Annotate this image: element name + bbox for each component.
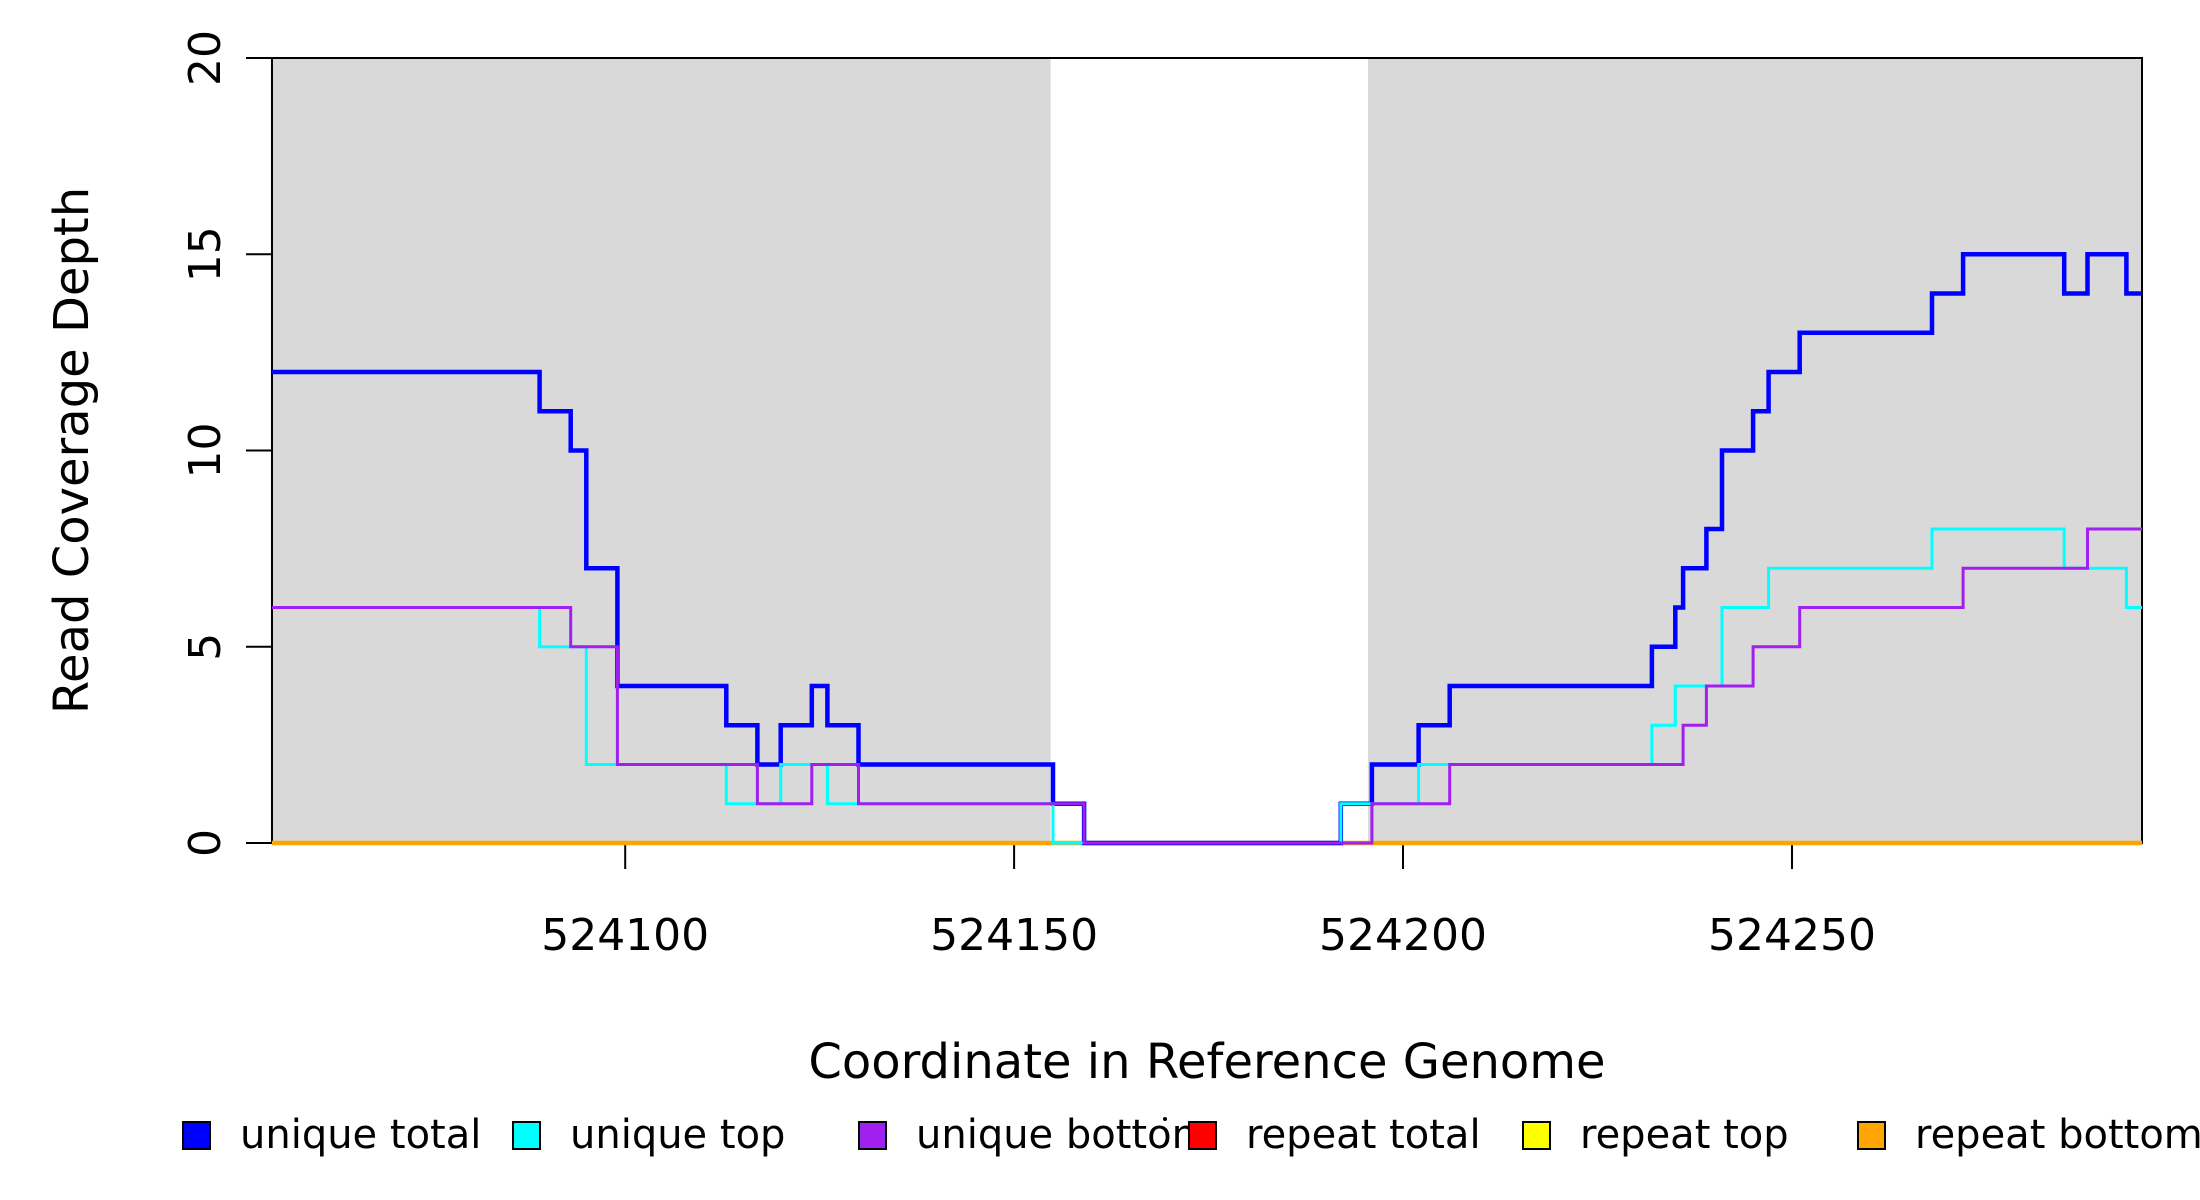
stray-dot-mark <box>1163 1117 1167 1121</box>
y-tick-label: 10 <box>180 423 231 479</box>
legend-item-repeat-total: repeat total <box>1188 1112 1481 1158</box>
legend-label: unique bottom <box>916 1112 1211 1158</box>
masked-region-shading <box>272 58 1051 843</box>
x-tick-label: 524100 <box>541 910 709 961</box>
legend-label: unique total <box>240 1112 482 1158</box>
unique-top-swatch-icon <box>512 1120 541 1150</box>
series-unique-total-line <box>272 252 2142 846</box>
legend-label: unique top <box>570 1112 786 1158</box>
y-tick-label: 20 <box>180 30 231 86</box>
series-unique-bottom-line <box>272 527 2142 845</box>
y-tick-label: 5 <box>180 633 231 661</box>
legend-item-unique-total: unique total <box>182 1112 482 1158</box>
repeat-top-swatch-icon <box>1522 1120 1551 1150</box>
legend-item-unique-bottom: unique bottom <box>858 1112 1211 1158</box>
y-tick-label: 0 <box>180 829 231 857</box>
unique-bottom-swatch-icon <box>858 1120 887 1150</box>
series-unique-top-line <box>272 527 2142 845</box>
x-tick-label: 524150 <box>930 910 1098 961</box>
legend-label: repeat bottom <box>1915 1112 2200 1158</box>
legend-label: repeat total <box>1246 1112 1481 1158</box>
legend-item-unique-top: unique top <box>512 1112 786 1158</box>
x-axis-title: Coordinate in Reference Genome <box>808 1034 1605 1090</box>
unique-total-swatch-icon <box>182 1120 211 1150</box>
legend-item-repeat-top: repeat top <box>1522 1112 1789 1158</box>
y-axis-title: Read Coverage Depth <box>44 187 100 714</box>
legend-item-repeat-bottom: repeat bottom <box>1857 1112 2200 1158</box>
y-tick-label: 15 <box>180 226 231 282</box>
legend-label: repeat top <box>1580 1112 1789 1158</box>
x-tick-label: 524250 <box>1708 910 1876 961</box>
repeat-total-swatch-icon <box>1188 1120 1217 1150</box>
repeat-bottom-swatch-icon <box>1857 1120 1886 1150</box>
x-tick-label: 524200 <box>1319 910 1487 961</box>
